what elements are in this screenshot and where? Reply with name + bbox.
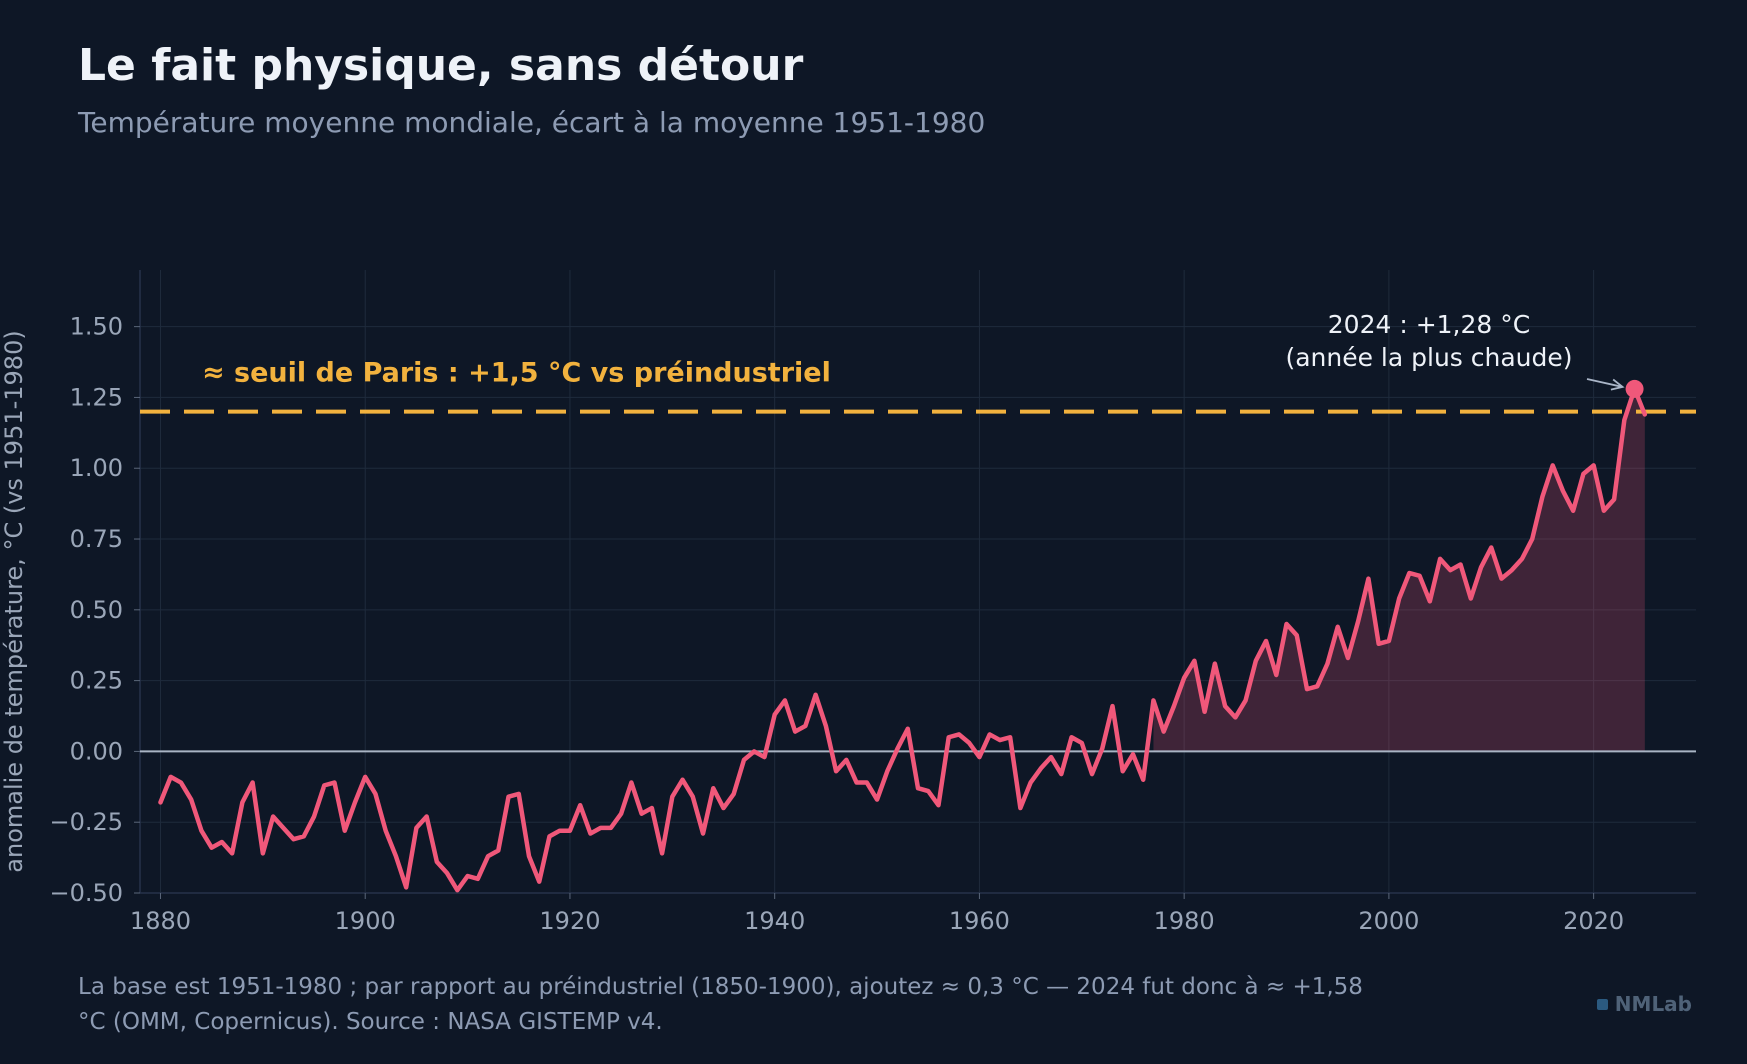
y-tick-label: 0.25	[70, 667, 123, 695]
x-tick-label: 1960	[949, 907, 1010, 935]
x-tick-label: 2020	[1563, 907, 1624, 935]
positive-fill-area	[1153, 388, 1645, 752]
y-axis-label: anomalie de température, °C (vs 1951-198…	[0, 330, 28, 872]
y-tick-label: −0.25	[49, 808, 123, 836]
x-tick-label: 1940	[744, 907, 805, 935]
series	[158, 386, 1648, 893]
y-tick-label: 0.50	[70, 596, 123, 624]
y-tick-label: 0.75	[70, 525, 123, 553]
brand-logo: NMLab	[1596, 992, 1692, 1016]
x-tick-label: 1980	[1154, 907, 1215, 935]
y-tick-label: 1.50	[70, 313, 123, 341]
x-tick-label: 1900	[335, 907, 396, 935]
brand-name: NMLab	[1614, 992, 1692, 1016]
annotation-line-1: 2024 : +1,28 °C	[1328, 310, 1530, 339]
axes: 1880 1900 1920 1940 1960 1980 2000 2020 −0.50 −0.…	[0, 270, 1696, 935]
y-tick-label: −0.50	[49, 879, 123, 907]
y-tick-label: 0.00	[70, 737, 123, 765]
chart-subtitle: Température moyenne mondiale, écart à la…	[78, 106, 986, 139]
positive-fill	[1153, 388, 1645, 752]
y-tick-label: 1.00	[70, 454, 123, 482]
record-year-point	[1625, 379, 1644, 398]
x-tick-label: 1880	[130, 907, 191, 935]
threshold: ≈ seuil de Paris : +1,5 °C vs préindustr…	[140, 358, 1696, 414]
x-tick-label: 1920	[539, 907, 600, 935]
brand-mark-icon	[1596, 998, 1608, 1010]
temperature-anomaly-line	[158, 386, 1648, 893]
annotation: 2024 : +1,28 °C (année la plus chaude)	[1285, 310, 1644, 398]
chart-title: Le fait physique, sans détour	[78, 40, 804, 91]
annotation-line-2: (année la plus chaude)	[1285, 343, 1572, 372]
annotation-arrow	[1586, 378, 1623, 388]
threshold-label: ≈ seuil de Paris : +1,5 °C vs préindustr…	[202, 358, 831, 389]
annotation-arrowhead	[1610, 378, 1625, 391]
y-tick-label: 1.25	[70, 383, 123, 411]
x-tick-label: 2000	[1358, 907, 1419, 935]
footer-note: La base est 1951-1980 ; par rapport au p…	[78, 974, 1363, 1035]
